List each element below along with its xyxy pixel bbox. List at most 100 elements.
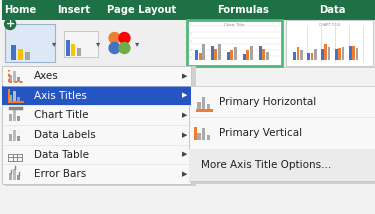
Bar — [13, 169, 16, 180]
Bar — [13, 110, 16, 121]
Text: Data Labels: Data Labels — [34, 130, 96, 140]
Text: ▶: ▶ — [182, 112, 188, 118]
Bar — [321, 49, 324, 60]
Bar — [9, 95, 12, 101]
Text: Page Layout: Page Layout — [107, 5, 176, 15]
Bar — [328, 47, 330, 60]
Bar — [300, 50, 303, 60]
Bar — [9, 75, 12, 82]
Bar — [2, 86, 191, 105]
Bar — [5, 24, 55, 62]
Bar — [18, 49, 23, 60]
Text: Chart Title: Chart Title — [224, 23, 245, 27]
Bar — [230, 50, 233, 60]
Bar — [196, 108, 213, 111]
Bar — [266, 52, 268, 60]
Bar — [77, 48, 81, 56]
Bar — [308, 53, 310, 60]
Text: 5: 5 — [189, 56, 191, 60]
Bar — [218, 44, 221, 60]
Bar — [5, 66, 196, 186]
Bar — [2, 66, 191, 184]
Bar — [2, 0, 375, 20]
Bar — [13, 130, 16, 141]
Text: CHART TITLE: CHART TITLE — [318, 23, 340, 27]
Text: More Axis Title Options...: More Axis Title Options... — [201, 160, 331, 170]
Bar — [262, 49, 265, 60]
Text: ▶: ▶ — [182, 73, 188, 79]
Bar — [198, 53, 201, 60]
Circle shape — [4, 18, 16, 30]
Text: .: . — [14, 123, 15, 128]
Text: Error Bars: Error Bars — [34, 169, 86, 179]
Bar — [294, 52, 296, 60]
Text: Home: Home — [4, 5, 36, 15]
Bar — [342, 47, 344, 60]
Text: ▾: ▾ — [135, 40, 140, 49]
Bar — [25, 52, 30, 60]
Bar — [197, 133, 201, 140]
Text: Formulas: Formulas — [217, 5, 269, 15]
Bar — [314, 49, 316, 60]
Bar — [246, 50, 249, 60]
Bar — [17, 97, 20, 101]
Bar — [202, 44, 205, 60]
Bar — [13, 91, 16, 101]
Bar — [227, 52, 230, 60]
Text: Insert: Insert — [57, 5, 90, 15]
Bar — [211, 46, 214, 60]
Bar — [13, 71, 16, 82]
Bar — [356, 48, 358, 60]
Text: ▾: ▾ — [96, 40, 100, 49]
Text: Data: Data — [319, 5, 345, 15]
Circle shape — [119, 43, 130, 54]
Bar — [189, 149, 375, 181]
Text: Primary Horizontal: Primary Horizontal — [219, 97, 316, 107]
Bar — [11, 45, 16, 60]
Bar — [17, 77, 20, 82]
Bar — [197, 101, 201, 108]
Text: +: + — [6, 19, 15, 29]
Bar — [243, 54, 246, 60]
Bar — [9, 114, 12, 121]
Bar — [17, 175, 20, 180]
Circle shape — [109, 33, 120, 43]
Text: 3: 3 — [189, 40, 191, 44]
Circle shape — [119, 33, 130, 43]
Bar — [234, 47, 237, 60]
Bar — [352, 46, 355, 60]
Bar — [324, 44, 327, 60]
Bar — [202, 128, 206, 140]
Bar — [64, 31, 98, 57]
Bar — [9, 173, 12, 180]
Text: Primary Vertical: Primary Vertical — [219, 128, 302, 138]
Bar — [250, 46, 253, 60]
Bar — [192, 89, 375, 184]
Text: .: . — [10, 127, 12, 132]
Text: Data Table: Data Table — [34, 150, 89, 159]
Bar — [194, 127, 197, 140]
Text: ▶: ▶ — [182, 92, 188, 98]
Bar — [187, 20, 282, 66]
Bar — [9, 134, 12, 141]
Text: .: . — [18, 129, 20, 134]
Text: 4: 4 — [189, 48, 191, 52]
Bar — [214, 49, 217, 60]
Bar — [335, 49, 338, 60]
Bar — [2, 20, 375, 67]
Bar — [297, 47, 300, 60]
Text: Chart Title: Chart Title — [34, 110, 88, 120]
Bar — [202, 97, 206, 108]
Text: ▾: ▾ — [52, 40, 56, 49]
Circle shape — [109, 43, 120, 54]
Text: ▶: ▶ — [182, 152, 188, 158]
Bar — [189, 86, 375, 181]
Bar — [195, 50, 198, 60]
Bar — [71, 44, 75, 56]
Text: Axes: Axes — [34, 71, 59, 81]
Bar — [66, 40, 70, 56]
Text: Axis Titles: Axis Titles — [34, 91, 87, 101]
Bar — [207, 104, 210, 108]
Text: ▶: ▶ — [182, 132, 188, 138]
Bar — [310, 53, 314, 60]
